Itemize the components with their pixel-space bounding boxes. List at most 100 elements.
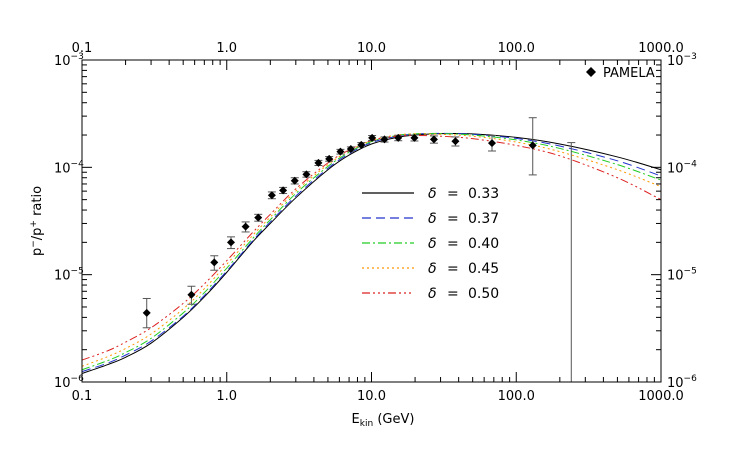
- data-marker: [267, 191, 276, 200]
- y-axis-title-mid: /p: [30, 228, 45, 241]
- series-line-delta-0.40: [81, 133, 662, 371]
- legend-symbol: δ: [428, 186, 437, 202]
- pamela-legend-marker: [586, 67, 596, 77]
- x-axis-title-sub: kin: [360, 419, 373, 429]
- x-tick-label-top: 10.0: [357, 41, 386, 56]
- y-tick-label-right: 10−5: [667, 267, 697, 284]
- x-tick-label: 1.0: [216, 389, 237, 404]
- y-tick-label-right-base: 10: [667, 54, 684, 69]
- pamela-data-points: [142, 117, 576, 383]
- data-marker: [451, 137, 460, 146]
- data-marker: [380, 135, 389, 144]
- legend-value: 0.40: [468, 236, 499, 252]
- data-point: [210, 255, 219, 271]
- data-point: [368, 133, 377, 142]
- data-marker: [227, 238, 236, 247]
- legend-entry-delta-0.45: δ = 0.45: [362, 261, 499, 277]
- series-line-delta-0.45: [81, 133, 662, 367]
- legend-value: 0.33: [468, 186, 499, 202]
- data-point: [267, 191, 276, 200]
- y-tick-label-exp: −3: [71, 52, 84, 62]
- y-axis-title-end: ratio: [30, 186, 45, 220]
- y-tick-label-right-exp: −3: [684, 52, 697, 62]
- pamela-legend: PAMELA: [586, 66, 655, 81]
- data-point: [142, 297, 151, 329]
- y-tick-label-right-base: 10: [667, 161, 684, 176]
- y-tick-label-right-exp: −5: [684, 267, 697, 277]
- data-point: [410, 133, 419, 142]
- legend-equals: =: [447, 261, 459, 277]
- data-marker: [254, 213, 263, 222]
- data-marker: [210, 258, 219, 267]
- x-tick-label-top: 100.0: [498, 41, 535, 56]
- data-point: [254, 213, 263, 222]
- series-line-delta-0.33: [81, 132, 662, 374]
- y-tick-label: 10−5: [54, 267, 84, 284]
- data-point: [528, 117, 537, 176]
- legend-entry-delta-0.50: δ = 0.50: [362, 286, 499, 302]
- delta-legend: δ = 0.33 δ = 0.37 δ = 0.40 δ = 0.45 δ = 0.50: [362, 186, 499, 302]
- data-marker: [279, 186, 288, 195]
- data-point: [314, 158, 323, 167]
- data-point: [429, 135, 438, 144]
- y-tick-label-base: 10: [54, 269, 71, 284]
- y-tick-label-right-base: 10: [667, 269, 684, 284]
- y-tick-label-exp: −5: [71, 267, 84, 277]
- data-point: [394, 133, 403, 142]
- pamela-legend-label: PAMELA: [603, 66, 655, 81]
- legend-equals: =: [447, 211, 459, 227]
- data-marker: [142, 308, 151, 317]
- legend-entry-delta-0.33: δ = 0.33: [362, 186, 499, 202]
- data-marker: [314, 158, 323, 167]
- data-marker: [394, 133, 403, 142]
- data-marker: [410, 133, 419, 142]
- y-tick-label: 10−6: [54, 374, 84, 391]
- data-marker: [290, 176, 299, 185]
- data-marker: [429, 135, 438, 144]
- x-tick-label-top: 1000.0: [638, 41, 684, 56]
- legend-symbol: δ: [428, 236, 437, 252]
- data-point: [488, 134, 497, 152]
- y-tick-label-base: 10: [54, 54, 71, 69]
- data-point: [279, 186, 288, 195]
- y-tick-label-right-base: 10: [667, 376, 684, 391]
- legend-equals: =: [447, 236, 459, 252]
- data-point: [336, 147, 345, 156]
- data-point: [357, 140, 366, 149]
- legend-value: 0.50: [468, 286, 499, 302]
- data-point: [380, 135, 389, 144]
- data-marker: [336, 147, 345, 156]
- data-marker: [187, 290, 196, 299]
- y-axis-title-sup1: −: [29, 240, 39, 248]
- series-line-delta-0.50: [81, 134, 662, 361]
- y-axis-title-main: p: [30, 248, 45, 256]
- data-point: [187, 285, 196, 305]
- y-tick-label-right: 10−3: [667, 52, 697, 69]
- y-tick-label-right-exp: −4: [684, 159, 698, 169]
- data-marker: [325, 154, 334, 163]
- data-marker: [241, 222, 250, 231]
- y-tick-label-right: 10−6: [667, 374, 697, 391]
- data-marker: [488, 139, 497, 148]
- x-axis-title: Ekin (GeV): [352, 412, 415, 429]
- y-tick-label-base: 10: [54, 161, 71, 176]
- y-tick-label-base: 10: [54, 376, 71, 391]
- x-tick-label: 1000.0: [638, 389, 684, 404]
- y-axis-title: p−/p+ ratio: [29, 186, 45, 256]
- y-tick-label-right: 10−4: [667, 159, 697, 176]
- data-marker: [302, 170, 311, 179]
- x-tick-label: 10.0: [357, 389, 386, 404]
- data-marker: [528, 141, 537, 150]
- legend-symbol: δ: [428, 261, 437, 277]
- data-point: [451, 136, 460, 147]
- x-tick-label: 0.1: [72, 389, 93, 404]
- legend-symbol: δ: [428, 211, 437, 227]
- legend-equals: =: [447, 186, 459, 202]
- data-marker: [357, 140, 366, 149]
- y-axis-title-sup2: +: [29, 220, 39, 228]
- series-line-delta-0.37: [81, 132, 662, 373]
- legend-equals: =: [447, 286, 459, 302]
- legend-symbol: δ: [428, 286, 437, 302]
- data-point: [241, 221, 250, 233]
